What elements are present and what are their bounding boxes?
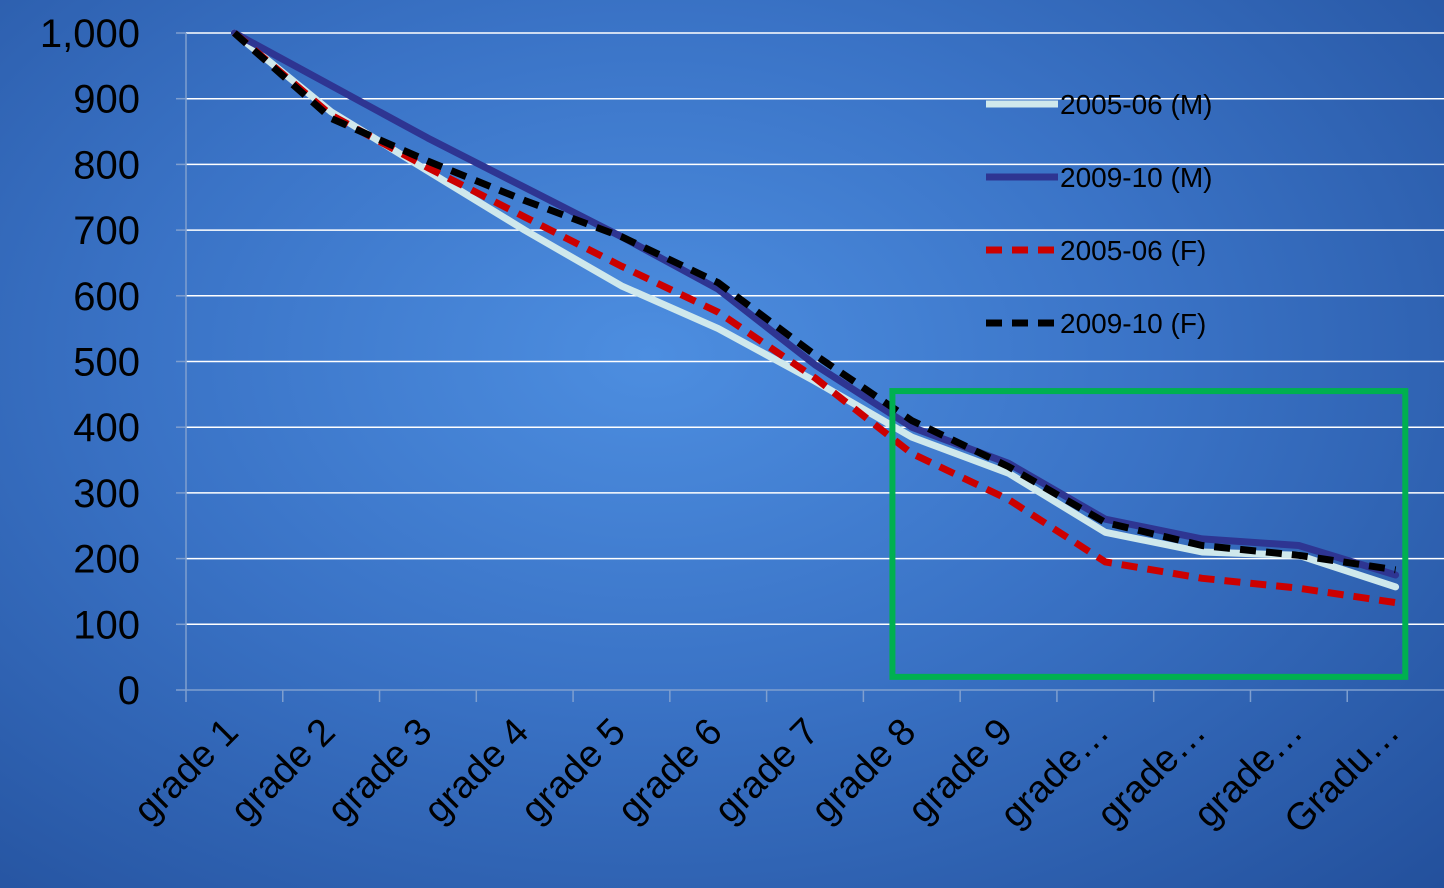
- legend: 2005-06 (M) 2009-10 (M) 2005-06 (F) 2009-10…: [986, 89, 1213, 339]
- highlight-rectangle: [889, 388, 1409, 680]
- series-lines: [230, 29, 1400, 607]
- y-tick-label: 1,000: [40, 12, 140, 56]
- y-tick-label: 900: [73, 78, 140, 122]
- x-tick-label: grade 8: [803, 711, 924, 832]
- series-line: [230, 29, 1400, 579]
- y-tick-label: 300: [73, 472, 140, 516]
- x-tick-label: grade 1: [126, 711, 247, 832]
- x-tick-label: grade 2: [223, 711, 344, 832]
- legend-label: 2005-06 (M): [1060, 89, 1213, 120]
- x-tick-label: grade 7: [707, 711, 828, 832]
- y-tick-label: 100: [73, 603, 140, 647]
- gridlines: [186, 32, 1444, 626]
- y-tick-label: 600: [73, 275, 140, 319]
- y-tick-label: 700: [73, 209, 140, 253]
- y-tick-label: 500: [73, 341, 140, 385]
- series-line: [232, 30, 1397, 574]
- series-line: [232, 30, 1397, 607]
- x-tick-label: grade 4: [416, 711, 537, 832]
- x-tick-label: grade 5: [513, 711, 634, 832]
- y-tick-label: 200: [73, 538, 140, 582]
- y-tick-label: 400: [73, 406, 140, 450]
- series-line: [230, 29, 1400, 591]
- x-tick-label: grade 6: [610, 711, 731, 832]
- legend-label: 2009-10 (F): [1060, 308, 1206, 339]
- legend-label: 2005-06 (F): [1060, 235, 1206, 266]
- x-tick-label: grade 3: [319, 711, 440, 832]
- highlight-box: [889, 388, 1409, 680]
- legend-label: 2009-10 (M): [1060, 162, 1213, 193]
- y-tick-label: 800: [73, 143, 140, 187]
- y-tick-label: 0: [118, 669, 140, 713]
